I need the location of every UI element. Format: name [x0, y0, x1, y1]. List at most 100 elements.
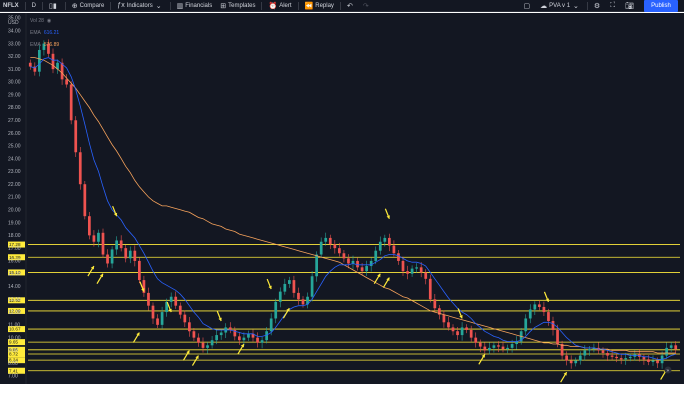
candle — [174, 291, 178, 309]
level-label: 17.28 — [9, 242, 21, 247]
undo-button[interactable]: ↶ — [343, 0, 359, 12]
publish-button[interactable]: Publish — [644, 0, 678, 12]
price-axis-tick: 19.00 — [8, 220, 21, 226]
candle — [665, 342, 668, 359]
candle-body — [356, 260, 359, 268]
candle — [392, 240, 396, 257]
symbol-search[interactable]: NFLX — [3, 2, 19, 9]
candle-body — [274, 301, 278, 319]
price-axis-currency: USD — [8, 20, 19, 26]
price-axis-tick: 22.00 — [8, 182, 21, 188]
arrow-head — [90, 266, 94, 270]
candle — [460, 322, 464, 341]
chevron-down-icon: ⌄ — [155, 2, 162, 10]
candle-body — [328, 237, 332, 245]
replay-button[interactable]: ⏪ Replay — [301, 0, 338, 12]
eye-icon[interactable]: ◉ — [46, 18, 52, 24]
financials-button[interactable]: ▥ Financials — [173, 0, 217, 12]
top-toolbar: NFLX D ▯▮ ⊕ Compare ƒx Indicators ⌄ ▥ Financ… — [0, 0, 684, 12]
candle-body — [165, 301, 168, 313]
arrow-annotation — [478, 353, 486, 365]
arrow-annotation — [373, 273, 381, 285]
candle-body — [560, 344, 564, 356]
candle — [201, 337, 205, 353]
compare-button[interactable]: ⊕ Compare — [68, 0, 109, 12]
candle — [288, 276, 291, 288]
candle — [338, 242, 341, 257]
candle-body — [74, 120, 78, 153]
price-axis-tick: 15.00 — [8, 271, 21, 277]
candle-body — [374, 250, 378, 261]
snapshot-button[interactable]: 📷︎ — [621, 0, 640, 12]
templates-button[interactable]: ⊞ Templates — [216, 0, 259, 12]
level-tag — [8, 269, 25, 276]
price-axis[interactable]: 35.00 34.00 33.00 32.00 31.00 30.00 29.00 28.00… — [8, 16, 21, 380]
candle — [310, 271, 314, 302]
candle — [197, 333, 200, 347]
toolbar-divider — [169, 1, 171, 10]
candle — [256, 332, 259, 348]
candle — [178, 302, 182, 319]
level-tag — [8, 241, 25, 248]
candle — [260, 337, 264, 349]
price-axis-tick: 25.00 — [8, 144, 21, 150]
chart-pane[interactable]: 17.28 16.29 15.10 12.92 12.09 10.67 9.65 9.05 8.… — [0, 13, 684, 384]
settings-button[interactable]: ⚙ — [590, 0, 606, 12]
arrow-annotation — [191, 355, 199, 366]
candle-body — [119, 240, 123, 249]
arrow-head — [386, 277, 390, 282]
price-chart[interactable]: 17.2816.2915.1012.9212.0910.679.659.058.… — [0, 13, 684, 384]
candle — [251, 329, 255, 342]
candle — [219, 329, 223, 340]
candle — [628, 353, 632, 362]
candle-body — [628, 356, 632, 359]
redo-button[interactable]: ↷ — [359, 0, 375, 12]
alert-button[interactable]: ⏰ Alert — [264, 0, 295, 12]
candle — [169, 292, 173, 308]
legend-ema-fast-row[interactable]: EMA 616.21 — [30, 27, 59, 39]
arrow-annotation — [282, 307, 290, 319]
candle — [142, 275, 146, 297]
horizontal-levels: 17.2816.2915.1012.9212.0910.679.659.058.… — [8, 241, 680, 374]
layout-name-label: PVA v 1 — [549, 3, 571, 9]
layout-name-button[interactable]: ☁ PVA v 1 ⌄ — [536, 0, 585, 12]
candle — [533, 301, 537, 316]
candle-body — [133, 250, 137, 261]
level-tag — [8, 367, 25, 374]
candle-body — [233, 329, 237, 337]
legend-ema-slow-row[interactable]: EMA 576.89 — [30, 39, 59, 51]
candle — [469, 325, 473, 342]
price-axis-tick: 9.00 — [8, 348, 18, 354]
arrow-annotation — [543, 291, 550, 303]
candle — [278, 287, 282, 308]
candles — [28, 39, 678, 369]
candle-body — [56, 62, 59, 70]
candle — [651, 355, 655, 366]
replay-label: Replay — [315, 2, 334, 9]
price-axis-tick: 34.00 — [8, 28, 21, 34]
candle — [419, 262, 423, 278]
level-label: 15.10 — [9, 270, 21, 275]
candle — [428, 274, 432, 303]
chart-type-button[interactable]: ▯▮ — [45, 0, 63, 12]
candle — [247, 330, 250, 341]
scroll-to-realtime-button[interactable]: » — [664, 366, 672, 375]
indicators-button[interactable]: ƒx Indicators ⌄ — [113, 0, 167, 12]
candle — [333, 240, 337, 254]
candle — [406, 265, 409, 280]
arrow-annotation — [384, 208, 390, 219]
candle-body — [338, 248, 341, 254]
interval-selector[interactable]: D — [31, 2, 37, 9]
candle — [38, 44, 41, 77]
arrow-head — [563, 372, 567, 376]
fullscreen-button[interactable]: ⛶ — [606, 0, 621, 12]
layout-toggle-button[interactable]: ▢ — [520, 0, 537, 12]
candle — [119, 235, 123, 252]
candle-body — [51, 53, 55, 70]
candle-body — [510, 344, 514, 348]
candle-body — [656, 360, 659, 364]
candle-body — [515, 341, 518, 345]
level-tag — [8, 326, 25, 333]
ema-slow-value: 576.89 — [43, 42, 60, 48]
level-tag — [8, 346, 25, 353]
